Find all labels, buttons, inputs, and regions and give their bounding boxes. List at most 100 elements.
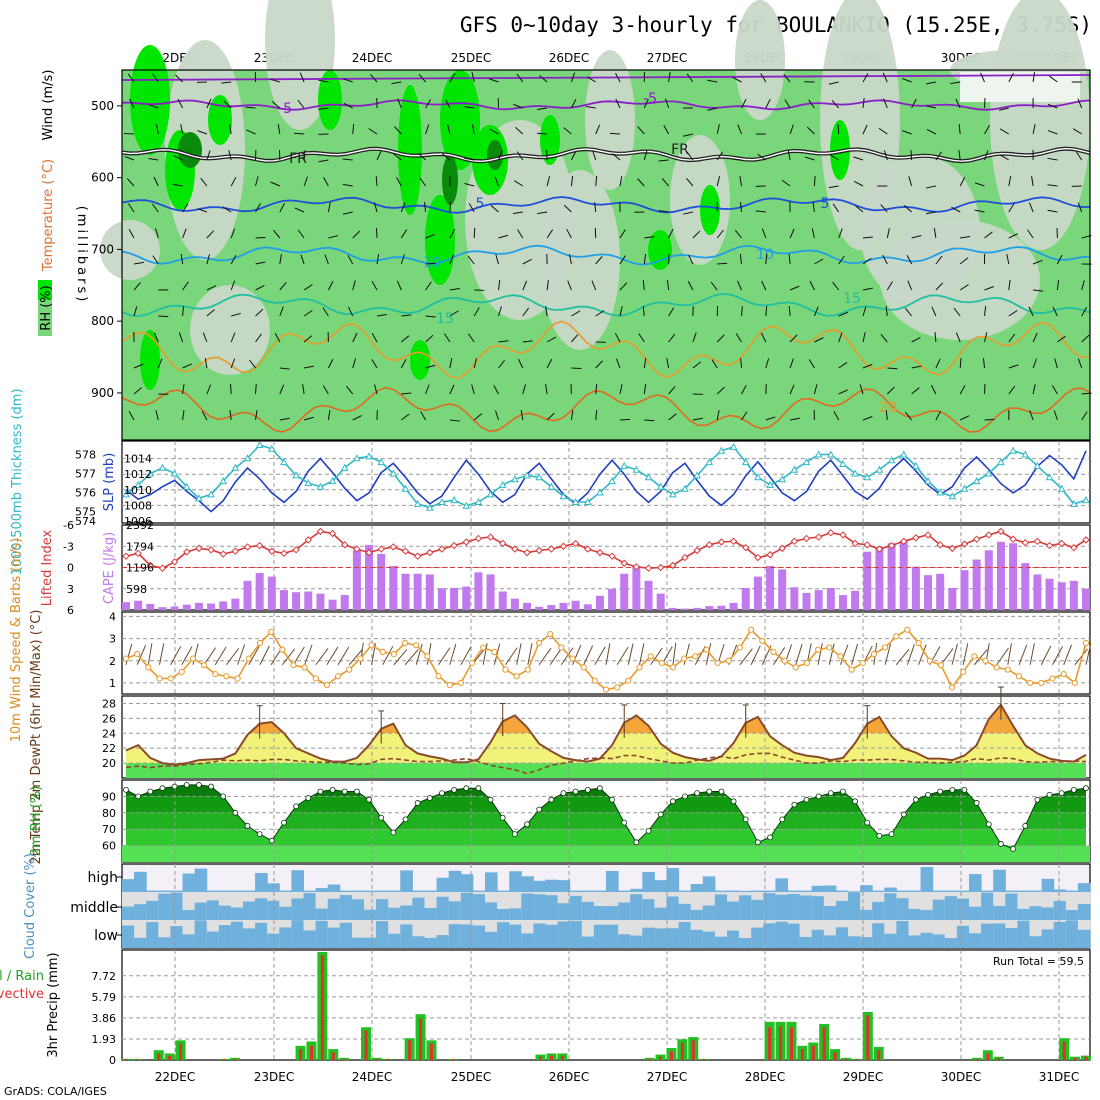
pressure-tick-label: 700 [91,242,114,256]
wind-barb [400,413,410,421]
wind-barb [930,384,937,395]
thickness-point [972,477,981,485]
lifted-index-point [511,545,519,553]
cloud-cell-fill [569,920,583,948]
slp-tick-label: 1014 [124,453,152,466]
slp-tick-label: 1010 [124,484,152,497]
thickness-point [1057,484,1066,492]
lifted-index-point [644,564,653,572]
wind-tick-label: 2 [109,655,116,668]
wind-barb [498,306,502,317]
rh-point [511,831,518,838]
cloud-cell-fill [327,927,341,948]
rh-point [1083,785,1089,792]
wind-barb [425,233,436,239]
wind-barb [322,307,329,317]
wind-barb [925,211,936,215]
wind-barb [1056,254,1063,265]
rh-point [888,831,895,838]
wind10-barb [237,644,246,665]
thickness-point [863,473,872,481]
cape-bar [437,588,446,610]
wind-barb [425,99,432,109]
isotherm-label: 5 [821,196,830,212]
wind-barb [813,384,818,395]
wind-barb [571,334,579,343]
lifted-index-point [426,548,434,557]
wind10-point [602,686,610,693]
thickness-point [778,475,787,483]
wind10-point [223,673,230,680]
wind-barb [902,78,912,83]
cloud-cell-fill [1041,907,1055,920]
cloud-cell-fill [654,880,667,892]
cloud-cell-fill [122,925,135,948]
wind-barb [153,332,159,343]
wind-barb [716,410,720,421]
wind-barb [229,410,232,421]
lifted-index-point [438,545,446,553]
cape-bar [668,607,677,610]
lifted-index-point [413,552,422,560]
thickness-point [559,492,568,500]
cloud-cell-fill [848,936,861,948]
wind-barb [153,176,159,187]
rh-moist-patch [318,70,342,130]
cloud-cell-fill [1077,929,1091,948]
wind10-barb [304,644,313,665]
wind10-point [904,626,911,633]
wind-barb [666,358,670,369]
wind-barb [488,78,499,83]
thickness-point [413,499,422,507]
wind-barb [984,125,990,135]
wind-barb [1028,202,1034,213]
cape-bar [122,602,130,610]
cloud-cell-fill [230,921,244,948]
wind-barb [664,98,670,109]
lifted-index-point [802,534,811,543]
cape-bar [996,541,1005,610]
wind-barb [449,229,456,239]
cloud-cell-fill [279,927,292,948]
cape-bar [899,541,908,610]
thickness-point [425,503,434,511]
cloud-cell-fill [606,906,619,920]
cape-bar [231,598,240,610]
thickness-point [656,482,665,490]
wind10-point [290,662,297,669]
cloud-cell-fill [170,926,183,948]
wind-barb [935,358,941,369]
wind-barb [668,333,676,343]
lifted-index-point [316,527,325,536]
cloud-cell-fill [243,928,256,948]
wind-barb [324,254,329,265]
wind-barb [951,206,961,213]
wind-barb [182,203,189,213]
wind-barb [197,130,208,135]
wind10-barb [214,646,227,666]
date-tick-bottom: 26DEC [549,1070,589,1084]
cape-bar [753,576,762,610]
lifted-index-point [535,546,543,555]
cloud-cell-fill [509,871,522,892]
lifted-index-point [292,546,300,554]
cape-bar [255,573,264,610]
wind10-point [178,668,185,675]
wind-barb [204,358,208,369]
wind-barb [231,312,241,317]
cape-bar [450,587,459,610]
cloud-cell-fill [860,909,873,920]
wind-barb [522,280,528,291]
li-tick-label: 6 [67,604,74,617]
wind-barb [401,314,412,317]
lifted-index-point [863,541,871,549]
wind-barb [246,129,256,135]
wind-barb [838,311,849,317]
thickness-point [195,494,203,502]
wind-barb [878,127,888,135]
wind10-barb [1029,643,1035,665]
cape-bar [401,573,410,610]
cloud-cell-fill [1065,890,1079,892]
wind10-point [658,659,665,667]
rh-point [353,788,360,795]
